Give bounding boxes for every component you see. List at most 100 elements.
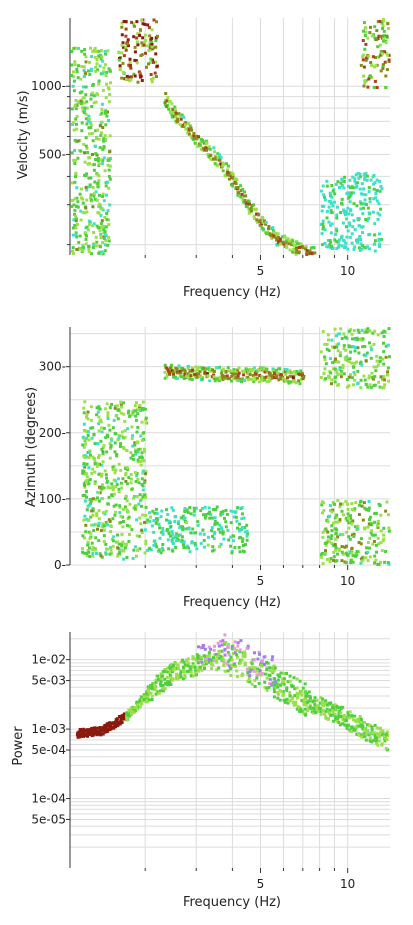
data-cell bbox=[135, 401, 138, 405]
data-cell bbox=[204, 514, 208, 517]
data-cell bbox=[122, 549, 126, 553]
data-cell bbox=[300, 693, 304, 697]
data-cell bbox=[171, 370, 175, 374]
data-cell bbox=[99, 554, 103, 558]
data-cell bbox=[181, 514, 185, 518]
data-cell bbox=[106, 411, 110, 415]
data-cell bbox=[84, 72, 87, 76]
data-cell bbox=[363, 345, 367, 348]
data-cell bbox=[242, 550, 246, 554]
data-cell bbox=[381, 24, 385, 28]
data-cell bbox=[118, 722, 122, 726]
data-cell bbox=[123, 505, 127, 509]
data-cell bbox=[330, 382, 333, 386]
data-cell bbox=[361, 727, 365, 731]
data-cell bbox=[276, 678, 280, 682]
data-cell bbox=[148, 546, 152, 550]
data-cell bbox=[139, 460, 143, 463]
data-cell bbox=[119, 481, 123, 485]
data-cell bbox=[302, 703, 306, 707]
data-cell bbox=[104, 74, 108, 78]
data-cell bbox=[183, 673, 187, 677]
data-cell bbox=[322, 371, 326, 375]
data-cell bbox=[89, 405, 93, 409]
data-cell bbox=[345, 217, 348, 221]
data-cell bbox=[143, 407, 147, 411]
data-cell bbox=[373, 554, 377, 558]
data-cell bbox=[169, 111, 172, 114]
data-cell bbox=[149, 73, 153, 76]
data-cell bbox=[104, 473, 108, 477]
data-cell bbox=[217, 527, 221, 531]
data-cell bbox=[253, 666, 257, 670]
data-cell bbox=[227, 538, 231, 542]
data-cell bbox=[91, 507, 95, 511]
data-cell bbox=[176, 522, 180, 526]
data-cell bbox=[330, 541, 334, 545]
data-cell bbox=[186, 131, 190, 135]
data-cell bbox=[153, 688, 157, 692]
data-cell bbox=[368, 200, 372, 204]
data-cell bbox=[163, 677, 167, 681]
data-cell bbox=[133, 706, 137, 710]
data-cell bbox=[141, 36, 145, 40]
data-cell bbox=[274, 232, 278, 235]
data-cell bbox=[327, 220, 331, 224]
data-cell bbox=[96, 128, 99, 132]
data-cell bbox=[348, 178, 352, 182]
data-cell bbox=[265, 688, 269, 692]
data-cell bbox=[356, 369, 360, 373]
data-cell bbox=[99, 133, 103, 137]
data-cell bbox=[117, 58, 121, 62]
data-cell bbox=[176, 664, 180, 668]
data-cell bbox=[319, 223, 323, 226]
data-cell bbox=[83, 536, 87, 540]
data-cell bbox=[104, 730, 108, 734]
data-cell bbox=[326, 530, 330, 534]
data-cell bbox=[310, 251, 314, 255]
data-cell bbox=[265, 375, 269, 379]
data-cell bbox=[323, 355, 327, 359]
data-cell bbox=[280, 677, 284, 681]
data-cell bbox=[241, 544, 245, 547]
data-cell bbox=[229, 521, 233, 525]
data-cell bbox=[272, 669, 276, 673]
data-cell bbox=[286, 370, 290, 374]
data-cell bbox=[152, 519, 156, 523]
data-cell bbox=[303, 682, 307, 686]
data-cell bbox=[95, 552, 98, 555]
data-cell bbox=[330, 524, 334, 528]
data-cell bbox=[174, 546, 178, 549]
data-cell bbox=[104, 551, 108, 555]
data-cell bbox=[370, 63, 374, 67]
data-cell bbox=[243, 199, 247, 202]
data-cell bbox=[124, 495, 128, 498]
data-cell bbox=[256, 667, 260, 671]
data-cell bbox=[272, 664, 276, 668]
data-cell bbox=[120, 21, 124, 25]
data-cell bbox=[307, 699, 311, 703]
data-cell bbox=[324, 543, 328, 547]
data-cell bbox=[197, 135, 200, 139]
data-cell bbox=[276, 692, 280, 696]
data-cell bbox=[85, 472, 89, 476]
data-cell bbox=[142, 450, 146, 454]
data-cell bbox=[107, 168, 111, 172]
data-cell bbox=[236, 641, 240, 645]
data-cell bbox=[308, 705, 312, 709]
data-cell bbox=[326, 535, 330, 539]
data-cell bbox=[81, 494, 85, 497]
data-cell bbox=[243, 378, 247, 382]
data-cell bbox=[185, 527, 189, 531]
data-cell bbox=[148, 34, 152, 38]
data-cell bbox=[195, 673, 198, 677]
data-cell bbox=[146, 23, 150, 27]
data-cell bbox=[110, 438, 114, 442]
data-cell bbox=[151, 76, 155, 80]
data-cell bbox=[387, 513, 390, 517]
data-cell bbox=[260, 664, 264, 668]
data-cell bbox=[358, 224, 362, 228]
data-cell bbox=[315, 705, 319, 709]
data-cell bbox=[313, 709, 317, 713]
data-cell bbox=[161, 532, 165, 536]
